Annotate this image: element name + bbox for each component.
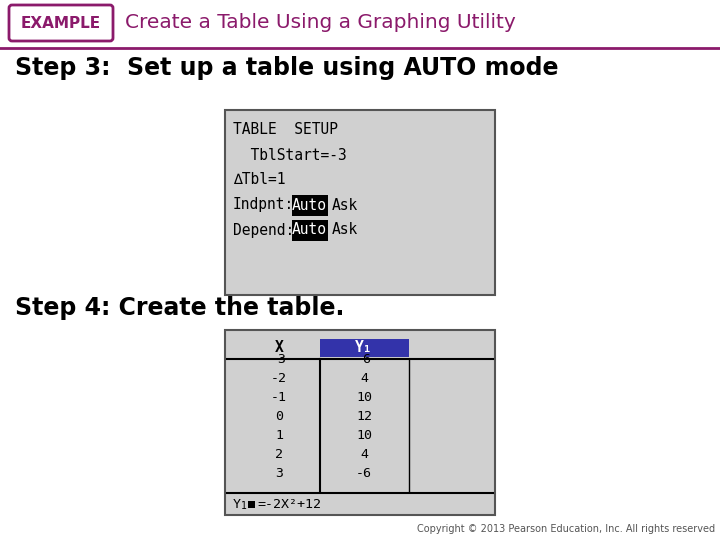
Text: 10: 10 <box>356 429 372 442</box>
Text: 1: 1 <box>241 501 247 511</box>
Text: Y₁: Y₁ <box>355 341 373 355</box>
Text: Ask: Ask <box>331 198 358 213</box>
Text: TblStart=-3: TblStart=-3 <box>233 147 347 163</box>
Text: Auto: Auto <box>292 222 327 238</box>
Text: ∆Tbl=1: ∆Tbl=1 <box>233 172 286 187</box>
Text: 1: 1 <box>275 429 283 442</box>
Text: Ask: Ask <box>331 222 358 238</box>
Text: -6: -6 <box>356 353 372 366</box>
Text: 4: 4 <box>360 372 368 385</box>
Text: Copyright © 2013 Pearson Education, Inc. All rights reserved: Copyright © 2013 Pearson Education, Inc.… <box>417 524 715 534</box>
Bar <box>248 501 255 508</box>
Text: Depend:: Depend: <box>233 222 294 238</box>
Bar <box>292 194 328 215</box>
Text: Indpnt:: Indpnt: <box>233 198 294 213</box>
Text: 3: 3 <box>275 467 283 480</box>
Text: -2: -2 <box>271 372 287 385</box>
Bar <box>225 330 495 515</box>
Text: =-2X²+12: =-2X²+12 <box>257 497 321 510</box>
Text: 4: 4 <box>360 448 368 461</box>
Text: EXAMPLE: EXAMPLE <box>21 16 101 30</box>
Text: -6: -6 <box>356 467 372 480</box>
FancyBboxPatch shape <box>9 5 113 41</box>
Text: Auto: Auto <box>292 198 327 213</box>
Bar <box>320 339 409 357</box>
Text: TABLE  SETUP: TABLE SETUP <box>233 123 338 138</box>
Text: Step 3:  Set up a table using AUTO mode: Step 3: Set up a table using AUTO mode <box>15 56 559 80</box>
Text: 2: 2 <box>275 448 283 461</box>
Text: Create a Table Using a Graphing Utility: Create a Table Using a Graphing Utility <box>125 14 516 32</box>
Text: -1: -1 <box>271 391 287 404</box>
Text: X: X <box>274 341 284 355</box>
Bar <box>292 219 328 240</box>
Text: 0: 0 <box>275 410 283 423</box>
Text: Step 4: Create the table.: Step 4: Create the table. <box>15 296 344 320</box>
Bar <box>225 110 495 295</box>
Text: 12: 12 <box>356 410 372 423</box>
Text: -3: -3 <box>271 353 287 366</box>
Text: 10: 10 <box>356 391 372 404</box>
Text: Y: Y <box>233 497 241 510</box>
